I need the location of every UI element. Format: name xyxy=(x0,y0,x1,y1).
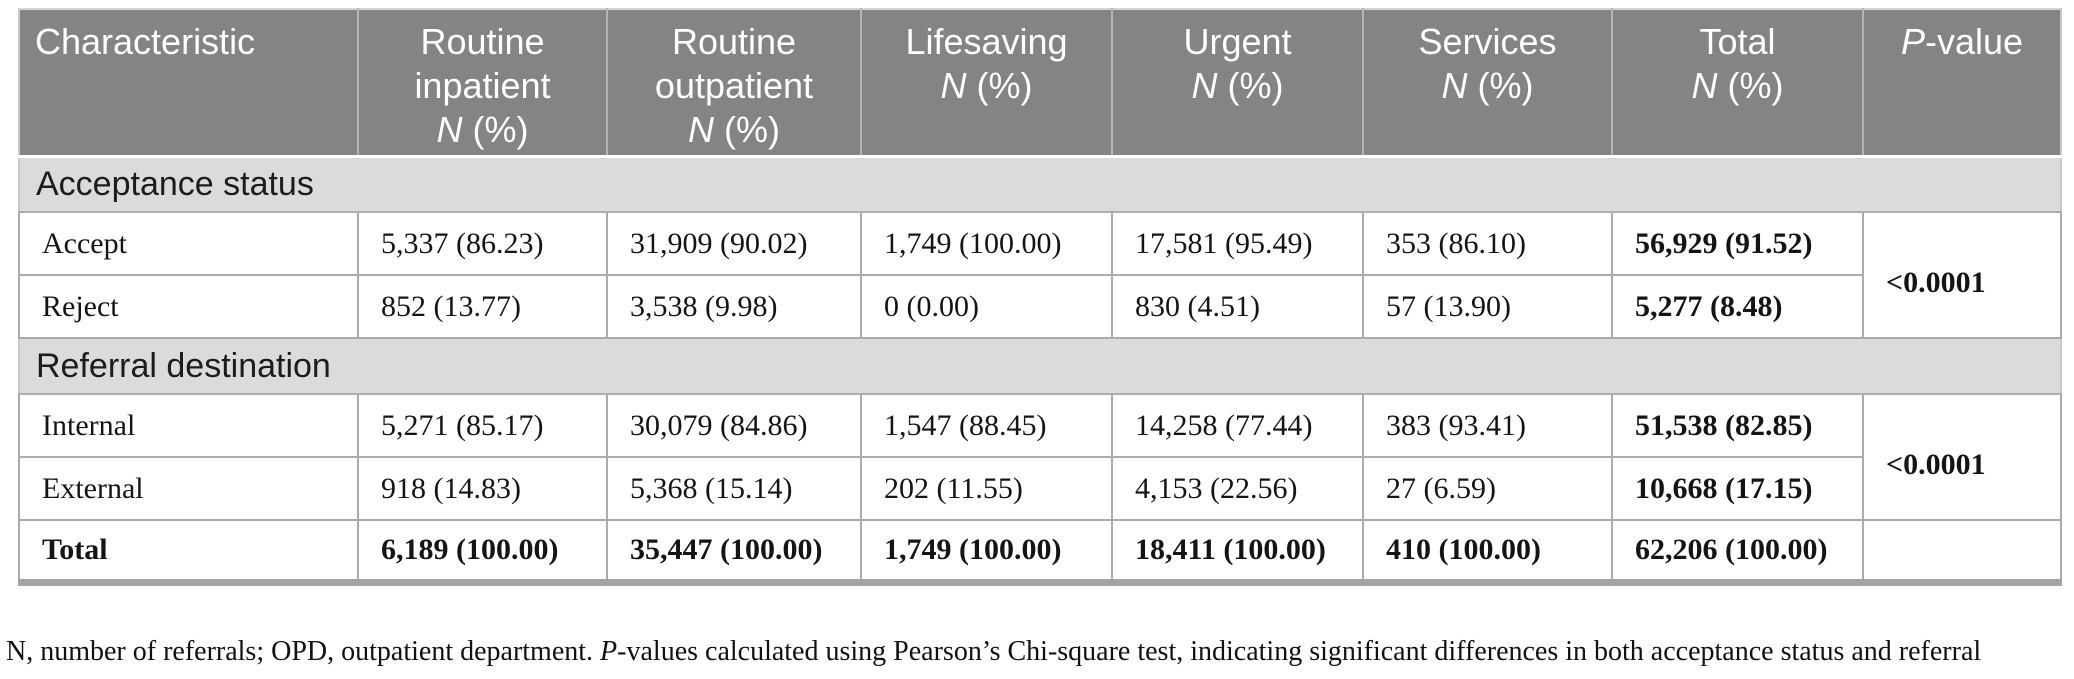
header-title: Services xyxy=(1418,21,1557,62)
header-title: Urgent xyxy=(1183,21,1292,62)
data-cell: 1,749 (100.00) xyxy=(860,211,1113,276)
data-cell: 202 (11.55) xyxy=(860,456,1113,521)
n-symbol: N xyxy=(688,109,714,150)
column-header-routine-outpatient: Routine outpatient N (%) xyxy=(606,9,861,158)
pct-label: (%) xyxy=(966,65,1033,106)
header-n-pct: N (%) xyxy=(863,64,1110,108)
data-cell: 353 (86.10) xyxy=(1362,211,1613,276)
n-symbol: N xyxy=(940,65,967,106)
total-cell: 10,668 (17.15) xyxy=(1611,456,1864,521)
data-cell: 27 (6.59) xyxy=(1362,456,1613,521)
header-n-pct: N (%) xyxy=(1614,64,1861,108)
p-value-cell-empty xyxy=(1862,519,2062,583)
table-header-row: Characteristic Routine inpatient N (%) R… xyxy=(19,9,2061,158)
p-value-cell: <0.0001 xyxy=(1862,393,2062,521)
p-symbol: P xyxy=(1900,21,1925,62)
header-n-pct: N (%) xyxy=(609,108,859,152)
column-header-p-value: P-value xyxy=(1862,9,2061,158)
data-cell: 0 (0.00) xyxy=(860,274,1113,339)
header-title-line2: outpatient xyxy=(654,65,814,106)
header-n-pct: N (%) xyxy=(1365,64,1610,108)
column-header-lifesaving: Lifesaving N (%) xyxy=(860,9,1112,158)
table-row-external: External 918 (14.83) 5,368 (15.14) 202 (… xyxy=(18,456,2061,521)
table-footnote: N, number of referrals; OPD, outpatient … xyxy=(6,632,2068,679)
total-cell: 56,929 (91.52) xyxy=(1611,211,1864,276)
header-title: Lifesaving xyxy=(905,21,1068,62)
data-cell: 57 (13.90) xyxy=(1362,274,1613,339)
footnote-text: -values calculated using Pearson’s Chi-s… xyxy=(617,636,1982,667)
section-label: Referral destination xyxy=(19,337,2061,395)
data-cell: 18,411 (100.00) xyxy=(1111,519,1364,583)
data-cell: 35,447 (100.00) xyxy=(606,519,862,583)
column-header-characteristic: Characteristic xyxy=(19,9,358,158)
header-title: Characteristic xyxy=(35,21,256,62)
data-cell: 3,538 (9.98) xyxy=(606,274,862,339)
total-cell: 5,277 (8.48) xyxy=(1611,274,1864,339)
data-cell: 31,909 (90.02) xyxy=(606,211,862,276)
row-label: Reject xyxy=(18,274,359,339)
p-value-cell: <0.0001 xyxy=(1862,211,2062,339)
column-header-services: Services N (%) xyxy=(1362,9,1612,158)
n-symbol: N xyxy=(1191,65,1218,106)
total-cell: 62,206 (100.00) xyxy=(1611,519,1864,583)
pct-label: (%) xyxy=(462,109,529,150)
data-cell: 383 (93.41) xyxy=(1362,393,1613,458)
table-row-internal: Internal 5,271 (85.17) 30,079 (84.86) 1,… xyxy=(18,393,2062,521)
section-header-referral-destination: Referral destination xyxy=(19,337,2061,395)
footnote-text: N, number of referrals; OPD, outpatient … xyxy=(6,636,601,667)
data-cell: 5,337 (86.23) xyxy=(357,211,608,276)
row-label: Accept xyxy=(18,211,359,276)
n-symbol: N xyxy=(436,109,463,150)
data-cell: 5,271 (85.17) xyxy=(357,393,608,458)
header-title: Total xyxy=(1699,21,1776,62)
header-n-pct: N (%) xyxy=(1114,64,1361,108)
data-cell: 6,189 (100.00) xyxy=(357,519,608,583)
n-symbol: N xyxy=(1691,65,1718,106)
section-header-acceptance-status: Acceptance status xyxy=(19,155,2061,213)
data-cell: 918 (14.83) xyxy=(357,456,608,521)
pct-label: (%) xyxy=(1217,65,1284,106)
data-cell: 30,079 (84.86) xyxy=(606,393,862,458)
data-cell: 1,749 (100.00) xyxy=(860,519,1113,583)
data-cell: 17,581 (95.49) xyxy=(1111,211,1364,276)
total-cell: 51,538 (82.85) xyxy=(1611,393,1864,458)
data-cell: 830 (4.51) xyxy=(1111,274,1364,339)
section-label: Acceptance status xyxy=(19,155,2061,213)
header-title: Routine xyxy=(420,21,545,62)
table-row-total: Total 6,189 (100.00) 35,447 (100.00) 1,7… xyxy=(18,519,2062,583)
row-label: External xyxy=(18,456,359,521)
data-cell: 410 (100.00) xyxy=(1362,519,1613,583)
column-header-routine-inpatient: Routine inpatient N (%) xyxy=(357,9,607,158)
table-row-reject: Reject 852 (13.77) 3,538 (9.98) 0 (0.00)… xyxy=(18,274,2061,339)
header-title-line2: inpatient xyxy=(414,65,551,106)
data-cell: 14,258 (77.44) xyxy=(1111,393,1364,458)
data-cell: 4,153 (22.56) xyxy=(1111,456,1364,521)
pct-label: (%) xyxy=(1717,65,1784,106)
n-symbol: N xyxy=(1441,65,1468,106)
footnote-p-italic: P xyxy=(600,636,618,667)
data-cell: 1,547 (88.45) xyxy=(860,393,1113,458)
column-header-total: Total N (%) xyxy=(1611,9,1863,158)
data-cell: 852 (13.77) xyxy=(357,274,608,339)
header-n-pct: N (%) xyxy=(360,108,605,152)
row-label: Internal xyxy=(18,393,359,458)
p-value-label: -value xyxy=(1924,21,2024,62)
table-row-accept: Accept 5,337 (86.23) 31,909 (90.02) 1,74… xyxy=(18,211,2062,339)
column-header-urgent: Urgent N (%) xyxy=(1111,9,1363,158)
header-title: P-value xyxy=(1865,20,2059,64)
referral-table: Characteristic Routine inpatient N (%) R… xyxy=(18,8,2062,586)
data-cell: 5,368 (15.14) xyxy=(606,456,862,521)
pct-label: (%) xyxy=(714,109,780,150)
header-title: Routine xyxy=(671,21,797,62)
pct-label: (%) xyxy=(1467,65,1534,106)
referral-table-wrapper: Characteristic Routine inpatient N (%) R… xyxy=(18,8,2062,586)
row-label: Total xyxy=(18,519,359,583)
